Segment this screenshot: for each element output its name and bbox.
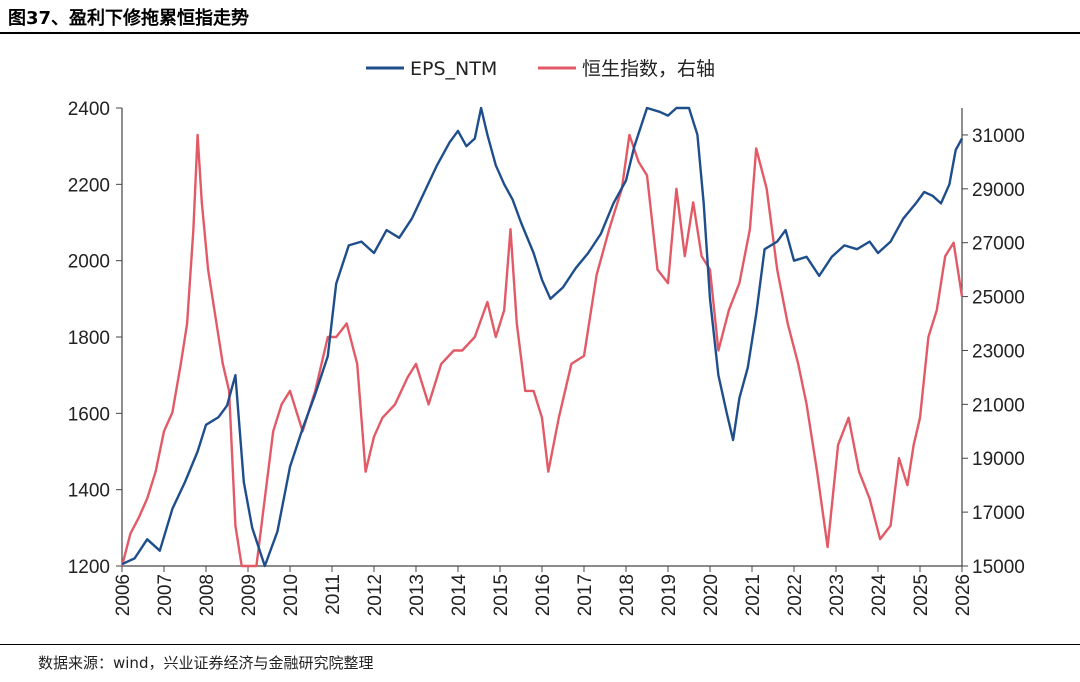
x-tick-label: 2021 [743,574,764,616]
source-rule [0,644,1080,645]
right-tick-label: 21000 [972,395,1025,416]
eps-ntm-line [121,106,964,568]
left-tick-label: 1400 [68,481,110,502]
right-tick-label: 25000 [972,288,1025,309]
legend-label-hsi: 恒生指数，右轴 [582,58,715,80]
x-tick-label: 2017 [575,574,596,616]
axes: 1200 1400 1600 1800 2000 2200 2400 15000 17000 19… [68,99,1025,616]
right-tick-label: 15000 [972,557,1025,578]
legend-label-eps: EPS_NTM [410,58,497,80]
right-tick-label: 17000 [972,503,1025,524]
x-tick-label: 2022 [785,574,806,616]
x-tick-label: 2007 [155,574,176,616]
x-tick-label: 2014 [449,574,470,617]
left-tick-label: 2200 [68,175,110,196]
x-tick-label: 2013 [407,574,428,616]
x-tick-label: 2012 [365,574,386,616]
x-tick-label: 2006 [113,574,134,616]
x-tick-label: 2024 [869,574,890,617]
source-note: 数据来源：wind，兴业证券经济与金融研究院整理 [38,654,374,672]
left-tick-label: 1800 [68,328,110,349]
x-tick-label: 2009 [239,574,260,616]
x-tick-label: 2026 [953,574,974,616]
right-tick-label: 23000 [972,341,1025,362]
hang-seng-line [120,133,964,568]
legend: EPS_NTM 恒生指数，右轴 [366,58,715,80]
x-tick-label: 2025 [911,574,932,616]
x-tick-label: 2010 [281,574,302,616]
right-tick-label: 27000 [972,234,1025,255]
right-tick-label: 19000 [972,449,1025,470]
left-tick-label: 2400 [68,99,110,120]
title-rule [0,32,1080,34]
x-tick-label: 2016 [533,574,554,616]
right-tick-label: 29000 [972,180,1025,201]
x-tick-label: 2020 [701,574,722,616]
left-tick-label: 1200 [68,557,110,578]
x-tick-label: 2019 [659,574,680,616]
left-tick-label: 2000 [68,252,110,273]
x-tick-label: 2023 [827,574,848,616]
figure-title: 图37、盈利下修拖累恒指走势 [8,8,250,29]
x-tick-label: 2011 [323,574,344,615]
x-tick-label: 2018 [617,574,638,616]
right-tick-label: 31000 [972,126,1025,147]
x-tick-label: 2008 [197,574,218,616]
series-lines [120,106,964,568]
left-tick-label: 1600 [68,404,110,425]
x-tick-label: 2015 [491,574,512,616]
